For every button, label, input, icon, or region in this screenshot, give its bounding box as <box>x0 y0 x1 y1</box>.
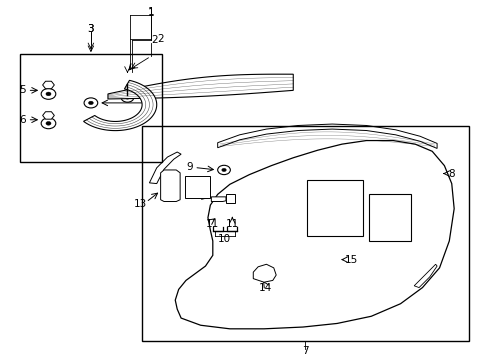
Circle shape <box>230 215 234 218</box>
Text: 1: 1 <box>147 7 154 17</box>
Polygon shape <box>413 264 436 288</box>
Text: 12: 12 <box>186 189 199 199</box>
Text: 2: 2 <box>158 35 164 44</box>
Text: 9: 9 <box>186 162 193 172</box>
Polygon shape <box>175 140 453 329</box>
Polygon shape <box>42 81 54 89</box>
Bar <box>306 180 362 235</box>
Polygon shape <box>217 124 436 148</box>
Text: 13: 13 <box>133 199 147 210</box>
Circle shape <box>431 171 436 176</box>
Text: 15: 15 <box>344 255 357 265</box>
Polygon shape <box>42 112 54 119</box>
Polygon shape <box>160 170 180 202</box>
Circle shape <box>125 96 129 99</box>
Bar <box>368 194 410 241</box>
Bar <box>142 126 468 341</box>
Text: 6: 6 <box>20 115 26 125</box>
Circle shape <box>215 215 220 218</box>
Text: 2: 2 <box>151 35 157 45</box>
Polygon shape <box>83 80 157 131</box>
Text: 7: 7 <box>302 346 308 356</box>
Text: 5: 5 <box>20 85 26 95</box>
Polygon shape <box>149 152 181 184</box>
Text: 14: 14 <box>258 283 271 293</box>
Text: 11: 11 <box>225 219 239 229</box>
Circle shape <box>222 168 226 172</box>
Bar <box>225 194 234 203</box>
Circle shape <box>332 258 336 261</box>
Text: 3: 3 <box>87 24 94 35</box>
Circle shape <box>46 92 51 96</box>
Text: 4: 4 <box>146 98 152 108</box>
Polygon shape <box>211 197 225 202</box>
Text: 10: 10 <box>217 234 230 244</box>
Circle shape <box>46 121 51 125</box>
Bar <box>20 54 161 162</box>
Polygon shape <box>108 74 293 99</box>
Text: 11: 11 <box>206 219 219 229</box>
Circle shape <box>88 101 93 105</box>
Text: 3: 3 <box>87 24 94 35</box>
Text: 1: 1 <box>147 8 154 18</box>
Polygon shape <box>253 264 276 282</box>
Polygon shape <box>184 176 210 198</box>
Text: 8: 8 <box>447 168 454 179</box>
